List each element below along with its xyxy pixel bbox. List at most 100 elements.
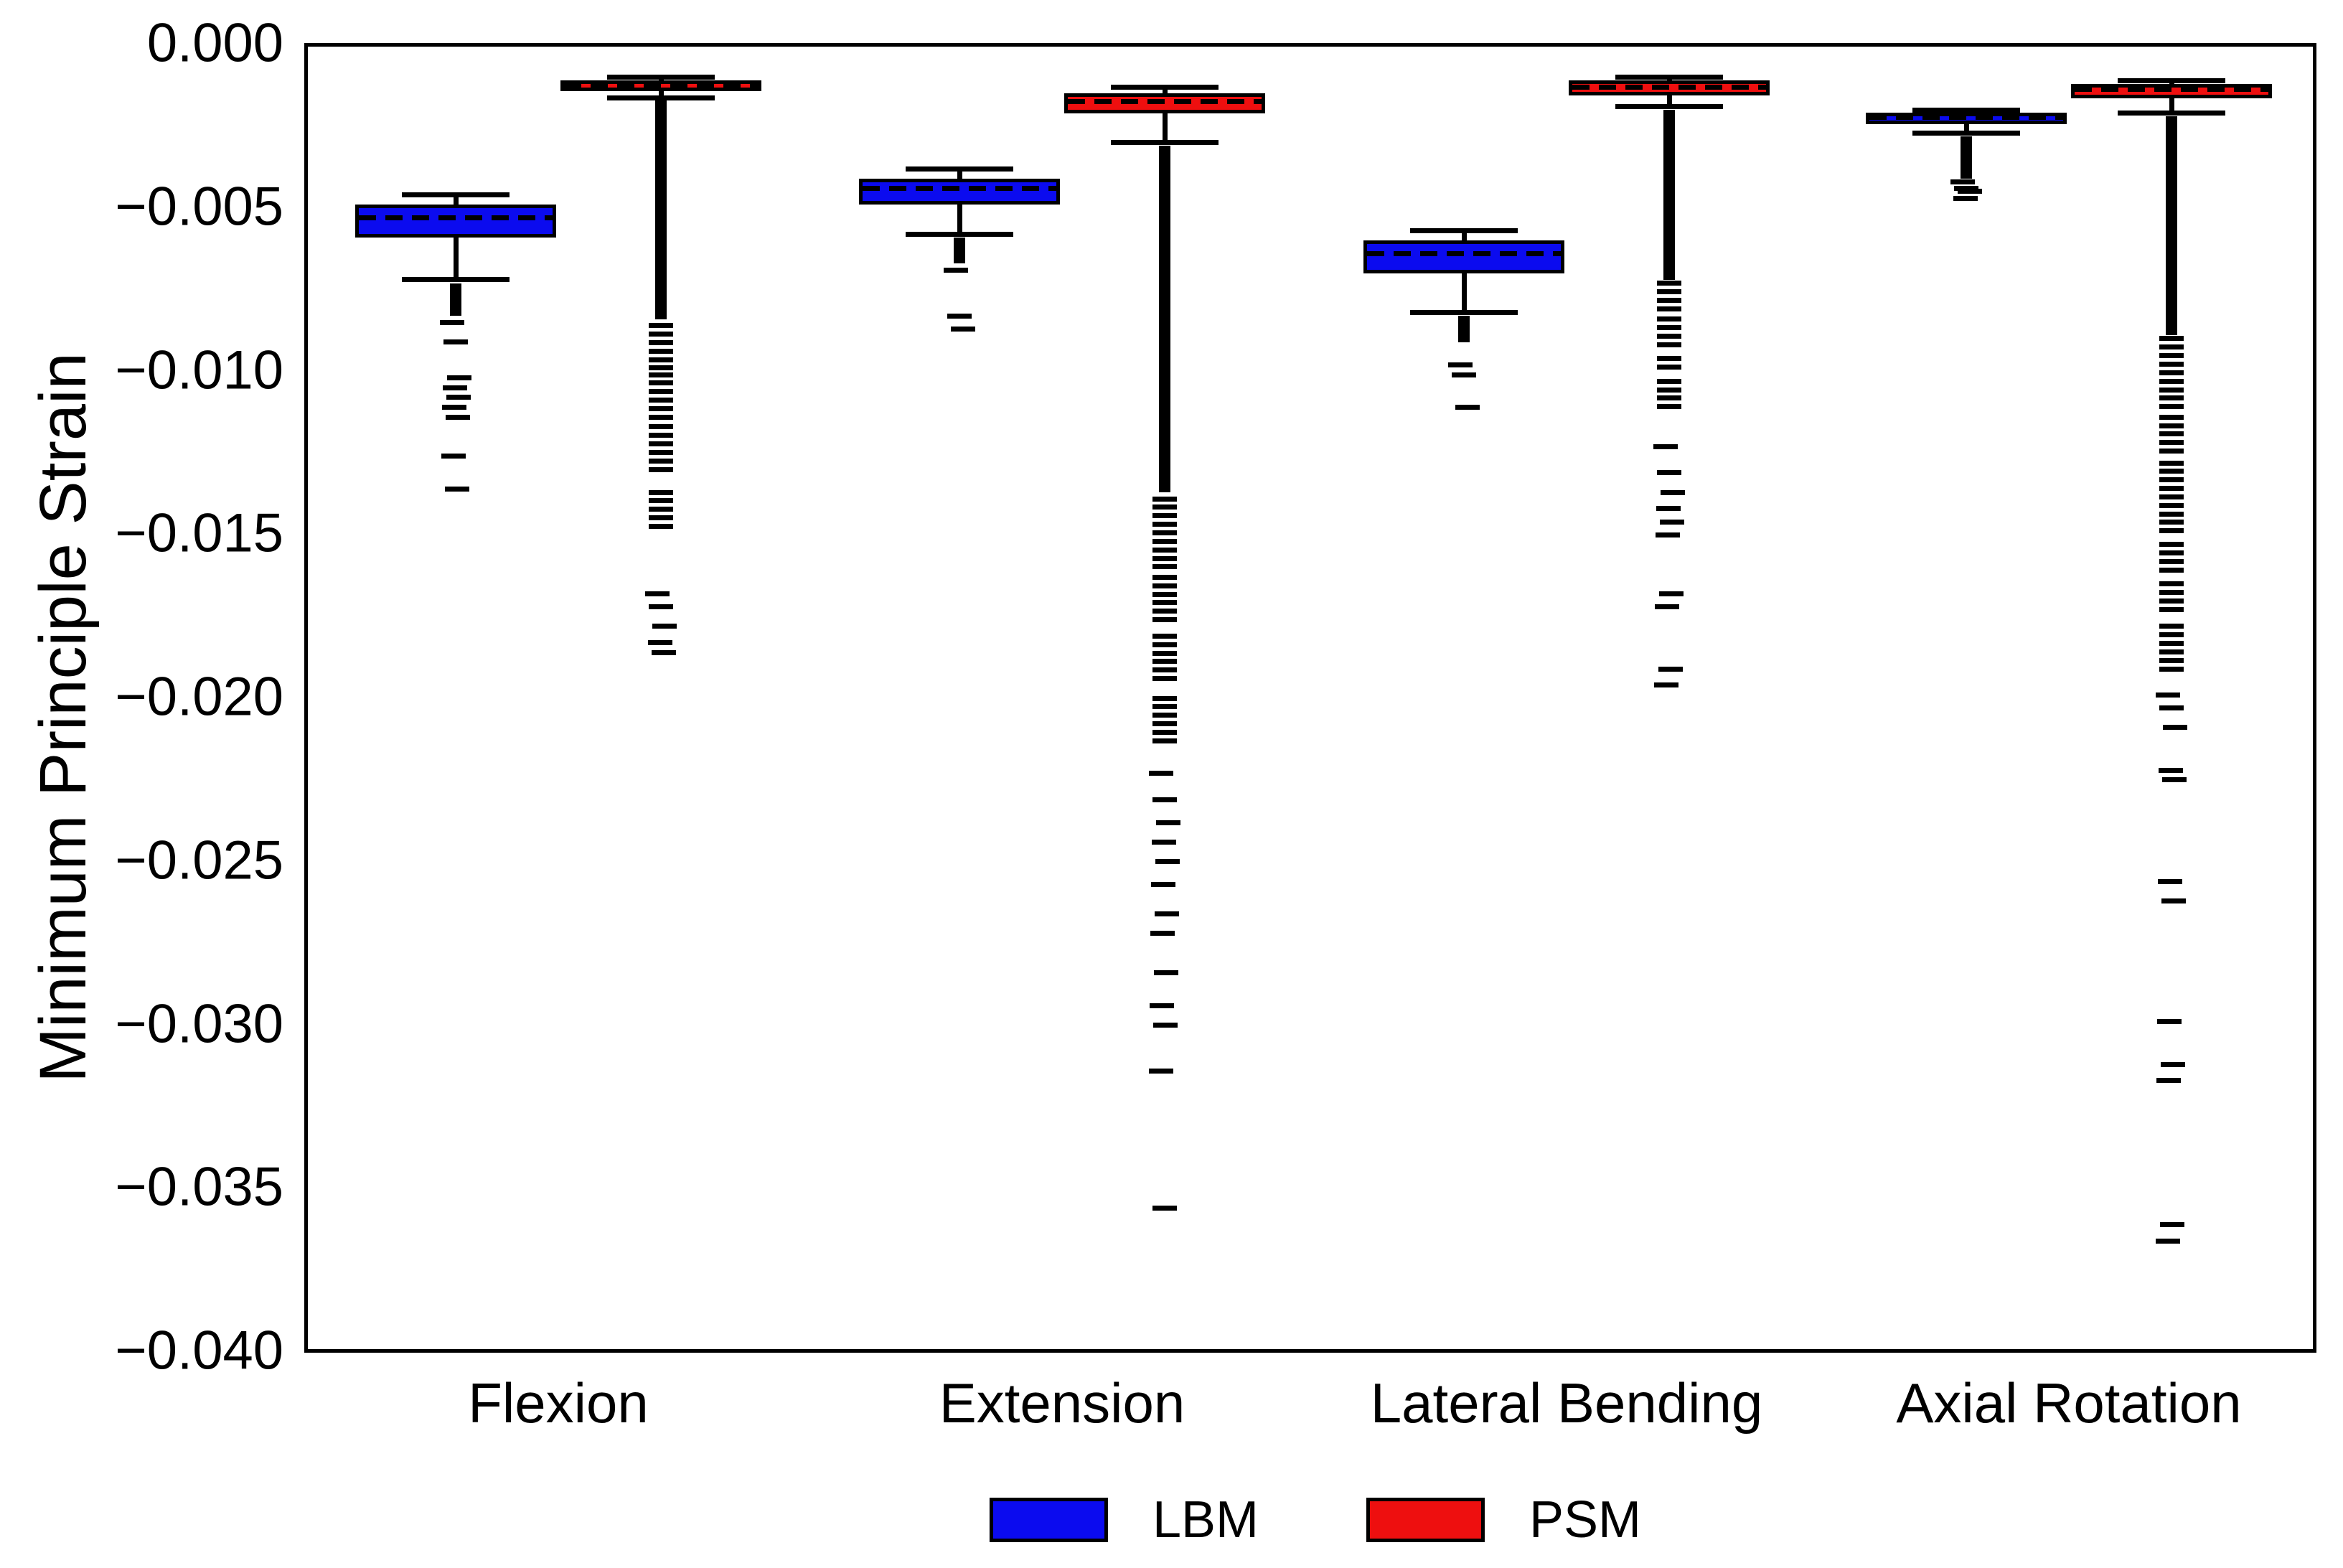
outlier-dash — [2162, 777, 2187, 783]
outlier-dash — [446, 395, 471, 400]
outlier-dash — [1152, 633, 1177, 639]
outlier-dash — [649, 405, 673, 411]
outlier-dense-column — [1663, 110, 1675, 280]
whisker-cap-bottom — [1912, 131, 2020, 136]
outlier-dash — [2159, 404, 2184, 410]
outlier-dash — [2159, 649, 2184, 654]
outlier-dash — [1156, 820, 1180, 825]
outlier-dash — [649, 449, 673, 455]
outlier-dense-column — [1458, 316, 1470, 342]
outlier-dash — [1152, 530, 1177, 536]
outlier-dash — [1657, 316, 1681, 322]
y-tick-label: −0.035 — [115, 1156, 283, 1218]
outlier-dash — [2159, 414, 2184, 420]
outlier-dash — [1152, 704, 1177, 710]
outlier-dash — [1155, 859, 1180, 865]
outlier-dash — [2156, 1078, 2181, 1084]
outlier-dash — [1152, 504, 1177, 510]
outlier-dash — [1657, 355, 1681, 361]
outlier-dash — [1656, 532, 1680, 537]
x-category-label: Extension — [939, 1371, 1185, 1435]
outlier-dash — [1152, 600, 1177, 606]
outlier-dash — [1152, 583, 1177, 588]
outlier-dash — [1657, 470, 1681, 476]
outlier-dash — [1152, 642, 1177, 647]
x-category-label: Axial Rotation — [1896, 1371, 2242, 1435]
outlier-dash — [1954, 185, 1978, 191]
outlier-dash — [649, 498, 673, 504]
outlier-dash — [1152, 713, 1177, 718]
outlier-dash — [2159, 494, 2184, 499]
outlier-dash — [1657, 395, 1681, 401]
outlier-dash — [1152, 547, 1177, 553]
outlier-dash — [2159, 589, 2184, 595]
outlier-dash — [1153, 1023, 1178, 1028]
outlier-dash — [1657, 297, 1681, 303]
outlier-dash — [1152, 667, 1177, 673]
outlier-dash — [2161, 1061, 2185, 1067]
outlier-dash — [2159, 520, 2184, 525]
y-axis-title: Minimum Principle Strain — [27, 352, 100, 1083]
outlier-dash — [649, 515, 673, 521]
outlier-dash — [649, 414, 673, 420]
y-tick-label: −0.020 — [115, 666, 283, 728]
outlier-dash — [2159, 477, 2184, 483]
outlier-dash — [1657, 378, 1681, 384]
outlier-dense-column — [1159, 146, 1170, 493]
outlier-dash — [951, 326, 975, 332]
outlier-dash — [1149, 771, 1173, 776]
legend-swatch-lbm — [989, 1498, 1108, 1542]
outlier-dash — [1455, 405, 1480, 410]
outlier-dash — [1654, 682, 1678, 688]
outlier-dash — [1154, 970, 1178, 976]
plot-area — [304, 43, 2316, 1353]
y-tick-label: −0.010 — [115, 339, 283, 400]
outlier-dash — [2159, 657, 2184, 663]
whisker-cap-bottom — [1111, 140, 1219, 146]
outlier-dash — [2159, 511, 2184, 517]
outlier-dash — [947, 313, 972, 319]
legend-label: LBM — [1152, 1491, 1259, 1549]
y-tick-label: −0.040 — [115, 1320, 283, 1381]
median-line — [1068, 98, 1262, 104]
legend-label: PSM — [1529, 1491, 1642, 1549]
outlier-dash — [445, 486, 469, 492]
box-rect — [859, 178, 1060, 205]
outlier-dash — [440, 319, 464, 325]
whisker-cap-top — [906, 166, 1013, 172]
outlier-dash — [2159, 598, 2184, 604]
outlier-dash — [649, 357, 673, 362]
outlier-dense-column — [2166, 116, 2177, 336]
outlier-dash — [1152, 617, 1177, 623]
outlier-dash — [2159, 431, 2184, 437]
outlier-dash — [447, 375, 471, 381]
legend-item-psm: PSM — [1366, 1494, 1641, 1546]
outlier-dash — [2159, 640, 2184, 646]
outlier-dash — [1155, 911, 1179, 917]
outlier-dash — [649, 372, 673, 377]
outlier-dash — [649, 507, 673, 512]
legend-swatch-psm — [1366, 1498, 1485, 1542]
outlier-dash — [1152, 797, 1177, 802]
outlier-dash — [645, 591, 670, 596]
outlier-dash — [1152, 695, 1177, 701]
outlier-dash — [1452, 372, 1476, 377]
median-line — [1869, 114, 2063, 120]
outlier-dash — [1152, 738, 1177, 743]
outlier-dash — [649, 365, 673, 371]
whisker-cap-bottom — [906, 231, 1013, 237]
whisker-cap-top — [1912, 107, 2020, 113]
outlier-dash — [1151, 882, 1175, 888]
outlier-dense-column — [1961, 136, 1972, 179]
outlier-dash — [2159, 581, 2184, 587]
legend: LBM PSM — [989, 1491, 1641, 1549]
outlier-dash — [2159, 542, 2184, 548]
outlier-dash — [2158, 878, 2182, 884]
whisker-cap-top — [1111, 84, 1219, 90]
outlier-dash — [2163, 725, 2187, 731]
outlier-dash — [1152, 538, 1177, 544]
outlier-dash — [2159, 469, 2184, 474]
whisker-cap-bottom — [402, 277, 510, 283]
outlier-dash — [2159, 528, 2184, 534]
outlier-dense-column — [954, 237, 965, 264]
